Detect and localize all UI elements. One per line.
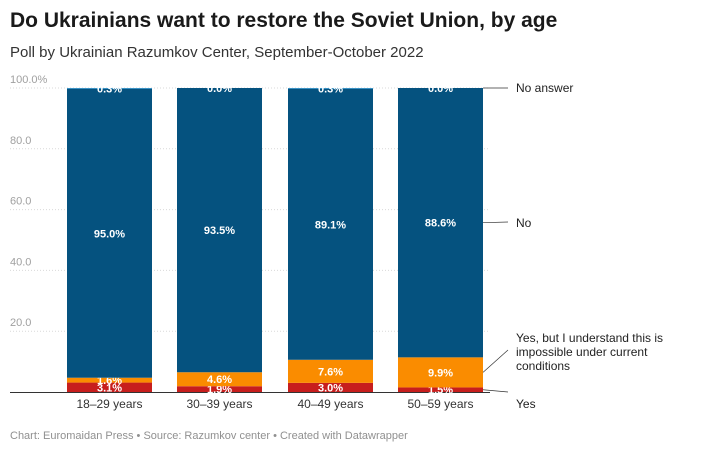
legend-label-line: conditions [516, 359, 570, 373]
bar-segment [288, 382, 373, 392]
bar-segment [67, 382, 152, 392]
y-tick-label: 100.0% [10, 74, 48, 86]
legend-leader-line [482, 389, 509, 393]
bar-segment [288, 88, 373, 89]
data-label: 89.1% [315, 219, 346, 231]
data-label: 95.0% [94, 228, 125, 240]
data-label: 0.3% [97, 83, 122, 95]
bar-segment [288, 359, 373, 383]
x-tick-label: 30–39 years [186, 397, 252, 411]
x-tick-label: 50–59 years [407, 397, 473, 411]
bar-segment [288, 88, 373, 360]
y-tick-label: 60.0 [10, 196, 31, 208]
y-tick-label: 40.0 [10, 256, 31, 268]
bar-segment [67, 88, 152, 89]
data-label: 0.0% [428, 83, 453, 95]
data-label: 88.6% [425, 218, 456, 230]
y-tick-label: 80.0 [10, 135, 31, 147]
bar-segment [177, 386, 262, 392]
data-label: 3.1% [97, 382, 122, 394]
legend-label: Yes [516, 397, 536, 411]
bar-segment [67, 88, 152, 378]
data-label: 1.9% [207, 384, 232, 396]
data-label: 1.5% [428, 385, 453, 397]
legend-label-line: Yes, but I understand this is [516, 331, 663, 345]
legend-leader-line [482, 349, 509, 373]
x-tick-label: 18–29 years [76, 397, 142, 411]
legend-label-line: impossible under current [516, 345, 648, 359]
data-label: 3.0% [318, 382, 343, 394]
y-tick-label: 20.0 [10, 317, 31, 329]
legend-leader-line [482, 221, 509, 224]
bar-segment [398, 88, 483, 358]
bar-segment [398, 357, 483, 388]
chart-subtitle: Poll by Ukrainian Razumkov Center, Septe… [10, 44, 424, 61]
chart-footer: Chart: Euromaidan Press • Source: Razumk… [10, 430, 408, 442]
bar-segment [398, 387, 483, 392]
data-label: 0.0% [207, 83, 232, 95]
data-label: 93.5% [204, 225, 235, 237]
data-label: 0.3% [318, 83, 343, 95]
bar-segment [177, 88, 262, 373]
legend-label: No [516, 216, 532, 230]
bar-segment [177, 372, 262, 387]
bar-segment [67, 377, 152, 383]
data-label: 1.6% [97, 375, 122, 387]
legend-label: Yes, but I understand this is impossible … [516, 331, 663, 373]
legend-label: No answer [516, 81, 573, 95]
data-label: 9.9% [428, 367, 453, 379]
data-label: 4.6% [207, 374, 232, 386]
x-tick-label: 40–49 years [297, 397, 363, 411]
chart-title: Do Ukrainians want to restore the Soviet… [10, 9, 558, 32]
data-label: 7.6% [318, 366, 343, 378]
